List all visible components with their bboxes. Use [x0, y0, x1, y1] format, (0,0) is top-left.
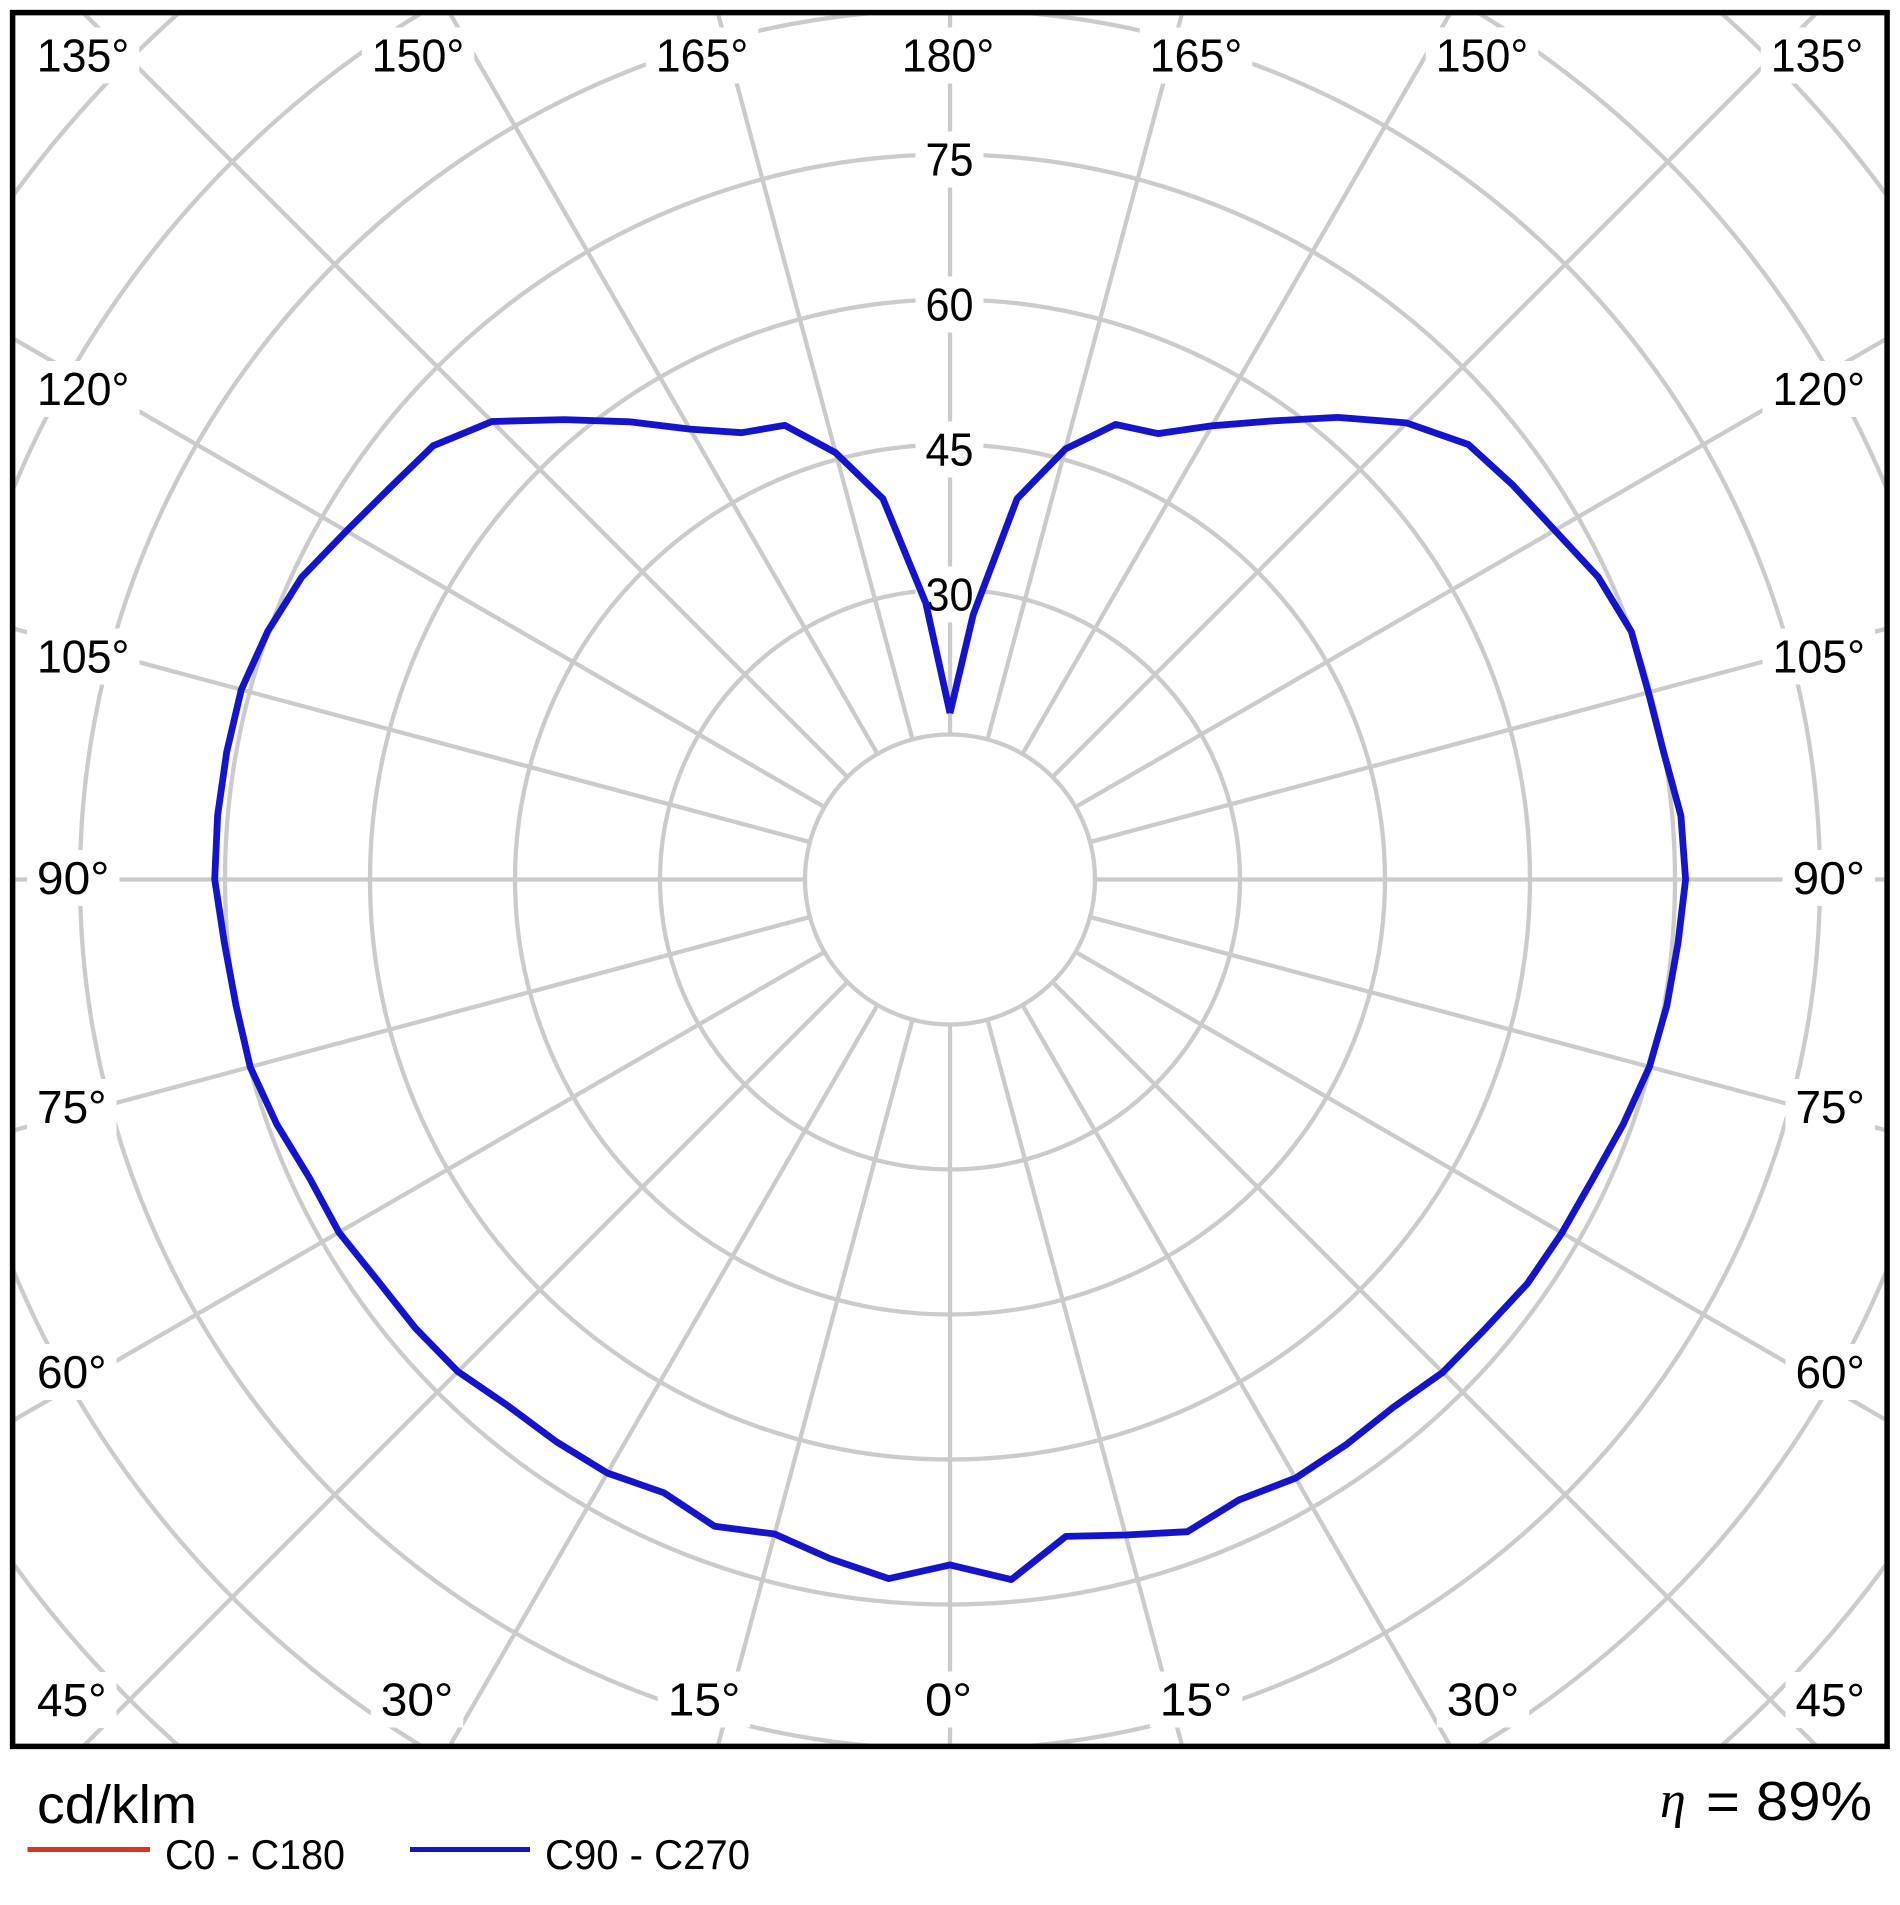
svg-text:45°: 45°	[1795, 1674, 1865, 1726]
svg-text:45°: 45°	[37, 1674, 107, 1726]
svg-text:30°: 30°	[381, 1674, 454, 1726]
svg-text:120°: 120°	[1773, 363, 1866, 415]
svg-text:15°: 15°	[1160, 1674, 1233, 1726]
svg-text:165°: 165°	[656, 30, 749, 82]
svg-text:75: 75	[926, 134, 974, 186]
svg-text:105°: 105°	[1773, 631, 1866, 683]
svg-text:45: 45	[926, 424, 974, 476]
svg-text:15°: 15°	[668, 1674, 741, 1726]
svg-text:180°: 180°	[902, 30, 995, 82]
svg-text:60°: 60°	[37, 1346, 107, 1398]
svg-text:165°: 165°	[1150, 30, 1243, 82]
svg-text:150°: 150°	[1436, 30, 1529, 82]
svg-text:0°: 0°	[925, 1674, 972, 1726]
svg-text:135°: 135°	[37, 30, 130, 82]
svg-text:105°: 105°	[37, 631, 130, 683]
svg-text:= 89%: = 89%	[1706, 1770, 1872, 1832]
svg-text:60°: 60°	[1795, 1346, 1865, 1398]
svg-text:75°: 75°	[1795, 1081, 1865, 1133]
svg-text:C0 - C180: C0 - C180	[165, 1831, 345, 1878]
svg-text:30°: 30°	[1447, 1674, 1520, 1726]
svg-text:150°: 150°	[372, 30, 465, 82]
svg-text:135°: 135°	[1771, 30, 1864, 82]
svg-text:η: η	[1660, 1772, 1686, 1829]
svg-text:75°: 75°	[37, 1081, 107, 1133]
svg-text:cd/klm: cd/klm	[37, 1775, 197, 1835]
svg-text:120°: 120°	[37, 363, 130, 415]
svg-text:30: 30	[926, 569, 974, 621]
svg-text:C90 - C270: C90 - C270	[545, 1831, 750, 1878]
svg-text:60: 60	[926, 279, 974, 331]
svg-text:90°: 90°	[1793, 852, 1866, 904]
svg-text:90°: 90°	[37, 852, 110, 904]
